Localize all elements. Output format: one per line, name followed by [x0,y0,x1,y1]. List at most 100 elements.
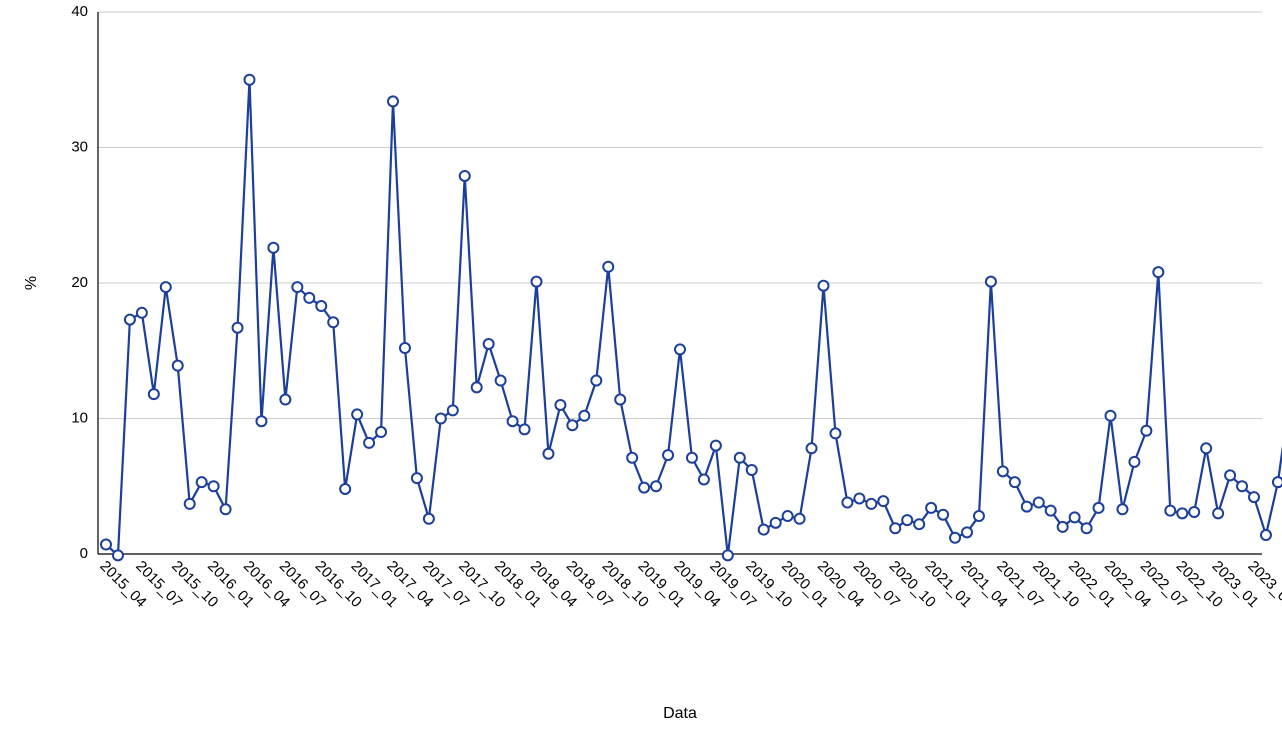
series-marker [340,484,350,494]
series-marker [1022,502,1032,512]
series-marker [567,420,577,430]
series-marker [436,414,446,424]
series-marker [854,493,864,503]
series-marker [412,473,422,483]
series-marker [149,389,159,399]
series-marker [1129,457,1139,467]
series-marker [974,511,984,521]
series-marker [615,395,625,405]
series-marker [1082,523,1092,533]
series-marker [1046,506,1056,516]
series-marker [376,427,386,437]
series-marker [472,382,482,392]
series-marker [1153,267,1163,277]
series-marker [1070,512,1080,522]
series-marker [448,405,458,415]
series-marker [304,293,314,303]
y-tick-label: 40 [71,3,88,20]
series-marker [902,515,912,525]
series-marker [484,339,494,349]
series-marker [1261,530,1271,540]
series-marker [352,409,362,419]
series-marker [137,308,147,318]
series-marker [316,301,326,311]
series-marker [1177,508,1187,518]
series-marker [639,483,649,493]
y-tick-label: 0 [80,545,88,562]
series-marker [986,277,996,287]
series-marker [950,533,960,543]
series-marker [424,514,434,524]
series-marker [113,550,123,560]
series-marker [1213,508,1223,518]
series-marker [1141,426,1151,436]
series-marker [245,75,255,85]
series-marker [759,525,769,535]
series-marker [256,416,266,426]
series-marker [328,317,338,327]
series-marker [520,424,530,434]
series-marker [1189,507,1199,517]
series-marker [1058,522,1068,532]
series-marker [555,400,565,410]
series-marker [866,499,876,509]
series-marker [926,503,936,513]
series-marker [890,523,900,533]
series-marker [1249,492,1259,502]
series-marker [998,466,1008,476]
series-marker [783,511,793,521]
series-marker [735,453,745,463]
series-marker [591,376,601,386]
series-marker [185,499,195,509]
series-marker [197,477,207,487]
series-marker [962,527,972,537]
series-marker [627,453,637,463]
series-marker [173,361,183,371]
series-marker [807,443,817,453]
series-marker [101,540,111,550]
series-marker [508,416,518,426]
series-marker [1165,506,1175,516]
series-marker [1094,503,1104,513]
series-marker [699,474,709,484]
series-marker [1010,477,1020,487]
series-marker [221,504,231,514]
series-marker [233,323,243,333]
series-marker [711,441,721,451]
series-marker [280,395,290,405]
series-marker [1225,470,1235,480]
series-marker [460,171,470,181]
series-marker [161,282,171,292]
series-marker [1237,481,1247,491]
y-axis-title: % [23,276,40,290]
series-marker [1201,443,1211,453]
series-marker [747,465,757,475]
series-marker [723,550,733,560]
series-marker [125,315,135,325]
series-marker [1273,477,1282,487]
series-marker [1034,498,1044,508]
series-marker [364,438,374,448]
series-marker [400,343,410,353]
series-marker [687,453,697,463]
series-marker [938,510,948,520]
y-tick-label: 30 [71,138,88,155]
series-marker [292,282,302,292]
series-marker [771,518,781,528]
series-marker [1106,411,1116,421]
series-marker [830,428,840,438]
series-marker [878,496,888,506]
series-marker [1117,504,1127,514]
series-marker [388,96,398,106]
series-marker [268,243,278,253]
series-marker [842,498,852,508]
series-marker [675,344,685,354]
series-marker [651,481,661,491]
series-marker [579,411,589,421]
series-marker [663,450,673,460]
series-marker [603,262,613,272]
series-marker [795,514,805,524]
x-axis-title: Data [663,705,697,722]
y-tick-label: 10 [71,409,88,426]
series-marker [532,277,542,287]
